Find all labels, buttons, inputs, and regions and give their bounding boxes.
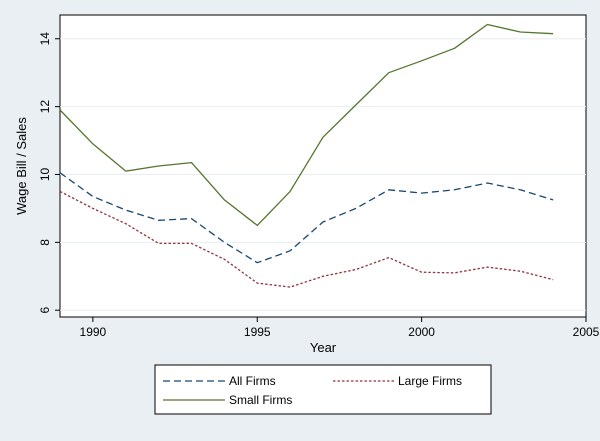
grid-layer [60,38,586,311]
series-line-large-firms [59,190,554,288]
x-tick-label: 1995 [244,325,271,339]
y-tick-label: 10 [38,167,52,181]
series-layer [59,23,554,288]
series-line-small-firms [59,23,554,227]
y-axis-label: Wage Bill / Sales [14,117,29,215]
x-tick-label: 1990 [80,325,107,339]
legend-label-large-firms: Large Firms [398,374,462,388]
legend-label-all-firms: All Firms [229,374,276,388]
axis-layer: 6 8 10 12 14 1990 1995 2000 2005 [38,32,600,339]
y-tick-label: 8 [38,239,52,246]
series-line-all-firms [59,172,554,264]
legend-label-small-firms: Small Firms [229,393,292,407]
y-tick-label: 6 [38,307,52,314]
x-axis-label: Year [310,340,337,355]
plot-area [59,14,587,318]
y-tick-label: 12 [38,100,52,114]
legend: All Firms Large Firms Small Firms [163,374,462,407]
x-tick-label: 2005 [573,325,600,339]
legend-box [154,364,492,415]
x-tick-label: 2000 [408,325,435,339]
y-tick-label: 14 [38,32,52,46]
